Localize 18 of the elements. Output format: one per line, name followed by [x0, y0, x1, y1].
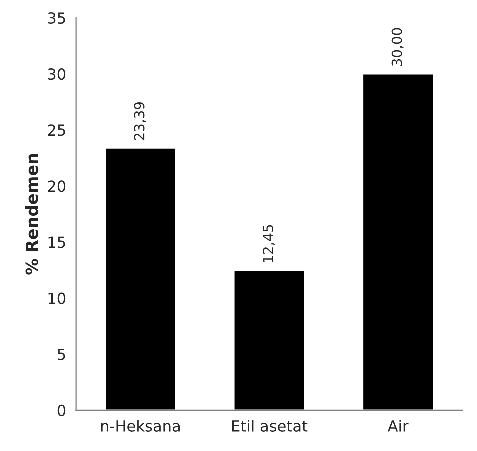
y-axis-title: % Rendemen [25, 154, 38, 275]
y-tick-label: 30 [48, 68, 66, 80]
y-tick-label: 20 [48, 180, 66, 192]
y-tick-label: 25 [48, 124, 66, 136]
bar [104, 148, 177, 410]
x-tick-label: n-Heksana [101, 420, 180, 432]
y-tick-label: 10 [48, 292, 66, 304]
y-tick-label: 15 [48, 236, 66, 248]
y-tick-label: 0 [58, 404, 66, 416]
y-tick-label: 5 [58, 349, 66, 360]
data-label: 12,45 [263, 225, 275, 262]
bar [362, 73, 434, 410]
data-label: 30,00 [392, 28, 404, 66]
x-tick-label: Air [388, 420, 409, 432]
bar [233, 270, 306, 410]
x-tick-label: Etil asetat [232, 420, 308, 432]
y-tick-label: 35 [48, 12, 66, 24]
data-label: 23,39 [134, 102, 146, 140]
